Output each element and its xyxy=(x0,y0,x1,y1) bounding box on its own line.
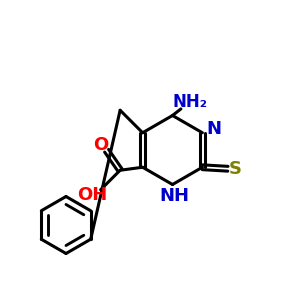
Text: NH₂: NH₂ xyxy=(173,93,208,111)
Text: NH: NH xyxy=(159,187,189,205)
Text: OH: OH xyxy=(77,186,107,204)
Text: N: N xyxy=(206,120,221,138)
Text: S: S xyxy=(229,160,242,178)
Text: O: O xyxy=(94,136,109,155)
